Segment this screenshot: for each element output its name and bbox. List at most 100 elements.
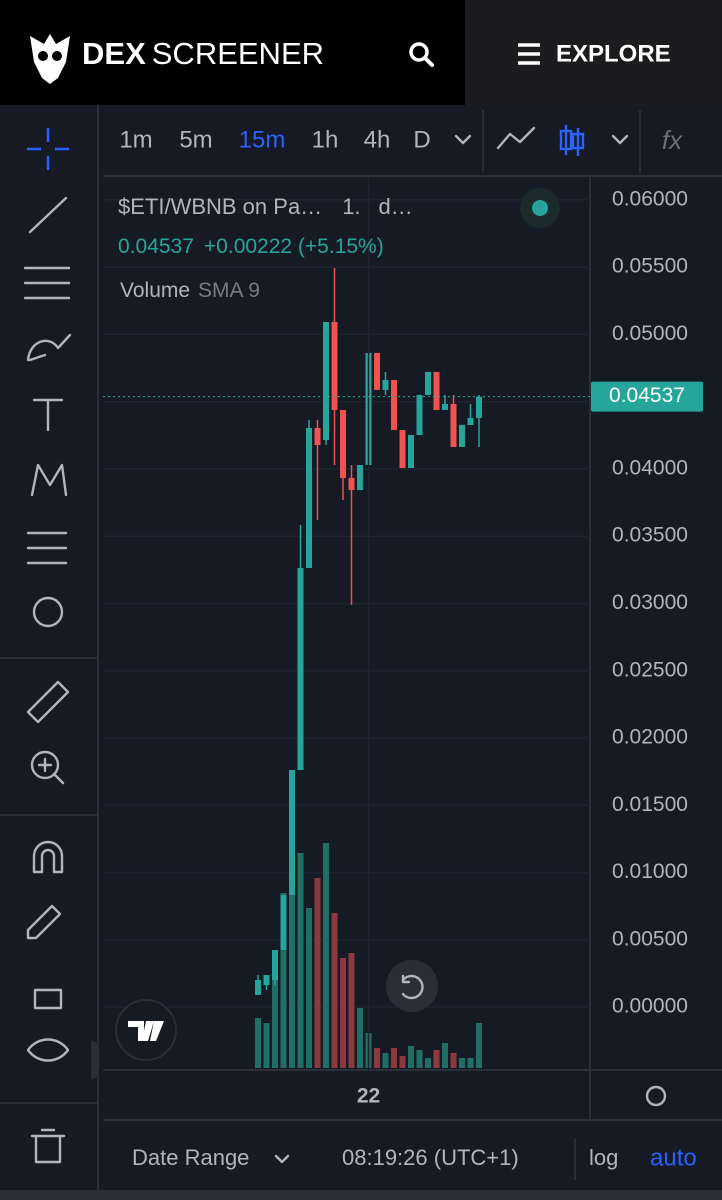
date-range-dropdown[interactable] <box>274 1154 290 1164</box>
legend-price: 0.04537 <box>118 235 194 258</box>
collapse-handle[interactable] <box>91 1040 97 1080</box>
fib-tool[interactable] <box>23 266 71 300</box>
volume-bar <box>280 893 287 1068</box>
emoji-tool[interactable] <box>32 596 64 628</box>
text-tool[interactable] <box>32 398 64 432</box>
search-icon[interactable] <box>409 42 429 62</box>
volume-bar <box>314 878 321 1068</box>
date-range[interactable]: Date Range <box>132 1145 249 1170</box>
y-tick-label: 0.03000 <box>612 591 688 614</box>
search-icon[interactable] <box>423 56 434 67</box>
candle-body <box>357 465 363 491</box>
candle-body <box>399 430 406 468</box>
x-tick-label: 22 <box>357 1085 380 1108</box>
candle-body <box>323 322 329 441</box>
interval-button[interactable]: 1h <box>312 126 339 153</box>
y-tick-label: 0.02000 <box>612 726 688 749</box>
volume-bar <box>289 868 295 1068</box>
volume-bar <box>306 908 312 1068</box>
pair-name: $ETI/WBNB on Pa… <box>118 194 322 219</box>
logo <box>30 34 70 84</box>
volume-bar <box>263 1023 270 1068</box>
volume-bar <box>408 1046 414 1068</box>
pattern-tool[interactable] <box>30 463 68 497</box>
interval-button[interactable]: 1m <box>119 126 152 153</box>
candle-body <box>425 371 431 395</box>
log-toggle[interactable]: log <box>589 1145 618 1170</box>
volume-label: Volume <box>120 279 190 302</box>
volume-bar <box>340 958 346 1068</box>
volume-legend: Volume SMA 9 <box>120 279 260 302</box>
volume-bar <box>323 843 329 1068</box>
drawing-tools <box>0 128 97 1164</box>
candle-body <box>255 980 261 995</box>
volume-bar <box>255 1018 261 1068</box>
ruler-tool[interactable] <box>26 680 70 724</box>
candle-body <box>476 396 482 418</box>
indicators-button[interactable]: fx <box>662 125 683 155</box>
reset-button[interactable] <box>386 960 438 1012</box>
volume-bar <box>272 978 278 1068</box>
candle-body <box>459 424 465 447</box>
crosshair-tool[interactable] <box>27 128 69 170</box>
brand-bold: DEX <box>82 36 146 71</box>
candle-body <box>374 352 380 390</box>
y-tick-label: 0.01500 <box>612 793 688 816</box>
volume-bar <box>399 1056 406 1068</box>
y-tick-label: 0.00000 <box>612 995 688 1018</box>
candle-body <box>391 380 397 431</box>
volume-bar <box>416 1050 423 1068</box>
lock-tool[interactable] <box>33 988 63 1010</box>
candle-body <box>416 394 423 436</box>
footer: Date Range 08:19:26 (UTC+1) log auto <box>0 1138 722 1200</box>
volume-bar <box>391 1048 397 1068</box>
magnet-tool[interactable] <box>32 840 64 874</box>
explore-label[interactable]: EXPLORE <box>556 40 671 67</box>
candle-body <box>382 380 389 390</box>
line-tool[interactable] <box>28 196 68 234</box>
tradingview-logo <box>128 1021 164 1041</box>
logo-eye <box>38 51 48 61</box>
interval-button[interactable]: 5m <box>179 126 212 153</box>
brush-tool[interactable] <box>26 333 72 362</box>
candle-body <box>297 567 304 771</box>
prediction-tool[interactable] <box>26 531 68 565</box>
settings-icon[interactable] <box>645 1085 667 1107</box>
zoom-tool[interactable] <box>30 750 60 780</box>
visibility-tool[interactable] <box>26 1038 70 1062</box>
volume-bar <box>382 1053 389 1068</box>
candle-chart-icon[interactable] <box>571 132 585 150</box>
chart-toolbar <box>103 105 722 175</box>
volume-bar <box>450 1053 457 1068</box>
candle-body <box>467 417 474 425</box>
candle-chart-icon[interactable] <box>559 129 573 151</box>
candle-body <box>408 435 414 468</box>
interval-dropdown[interactable] <box>454 134 472 145</box>
candle-body <box>306 428 312 568</box>
interval-button[interactable]: 15m <box>239 126 286 153</box>
trash-tool[interactable] <box>30 1128 66 1164</box>
line-chart-icon[interactable] <box>496 126 536 150</box>
pair-source: d… <box>379 194 413 219</box>
menu-icon <box>518 43 540 65</box>
y-tick-label: 0.04000 <box>612 456 688 479</box>
chart-type-dropdown[interactable] <box>611 134 629 145</box>
volume-bar <box>297 853 304 1068</box>
price-legend: 0.04537 +0.00222 (+5.15%) <box>118 235 384 258</box>
candle-body <box>442 403 448 411</box>
status-dot <box>532 200 548 216</box>
interval-button[interactable]: 4h <box>364 126 391 153</box>
volume-bar <box>331 913 338 1068</box>
candle-body <box>314 428 321 445</box>
y-tick-label: 0.06000 <box>612 187 688 210</box>
explore-button[interactable] <box>465 0 722 105</box>
zoom-tool[interactable] <box>37 757 65 785</box>
logo-eye <box>52 51 62 61</box>
y-tick-label: 0.00500 <box>612 927 688 950</box>
last-price-label: 0.04537 <box>609 384 685 407</box>
candle-body <box>340 410 346 478</box>
lock-drawing-tool[interactable] <box>26 904 62 940</box>
auto-toggle[interactable]: auto <box>650 1144 697 1171</box>
interval-button[interactable]: D <box>413 126 430 153</box>
candle-body <box>450 403 457 447</box>
